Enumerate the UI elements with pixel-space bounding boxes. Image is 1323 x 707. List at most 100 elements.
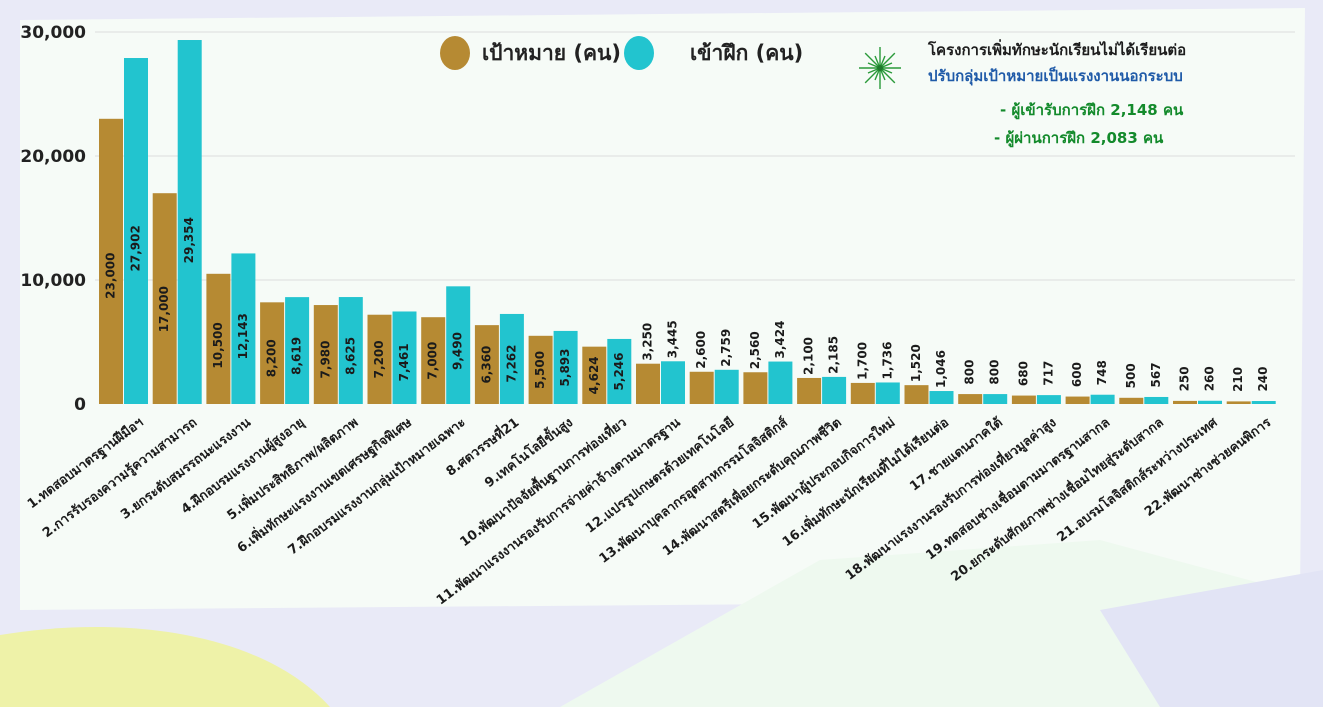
background-mint-shape [560,540,1323,707]
y-tick-label: 0 [74,395,86,415]
legend-target-swatch [440,36,470,70]
bar-value-label: 680 [1016,361,1030,386]
x-axis-labels: 1.ทดสอบมาตรฐานฝีมือฯ2.การรับรองความรู้คว… [24,412,1274,609]
bar-target [1065,396,1090,404]
bar-trained [1144,396,1169,404]
y-axis: 0 10,000 20,000 30,000 [20,23,86,415]
bar-value-label: 7,980 [318,340,332,378]
bar-target [260,302,285,404]
bar-trained [929,391,954,404]
bar-target [850,382,875,404]
background-white-panel [20,8,1305,610]
bar-target [958,394,983,404]
bar-value-label: 7,461 [397,343,411,381]
bar-value-label: 748 [1095,360,1109,385]
bar-value-label: 1,520 [909,344,923,382]
bar-value-label: 1,700 [855,342,869,380]
y-tick-label: 30,000 [20,23,86,43]
bar-value-label: 5,246 [612,352,626,390]
bar-trained [1198,400,1222,404]
bar-value-label: 4,624 [587,356,601,394]
bar-value-label: 3,250 [641,323,655,361]
bar-value-label: 717 [1041,361,1055,386]
bar-value-label: 250 [1178,366,1192,391]
bar-trained [768,361,793,404]
note-line-1: - ผู้เข้ารับการฝึก 2,148 คน [1000,101,1184,119]
bar-value-label: 10,500 [211,322,225,368]
bar-target [474,325,499,404]
bar-value-label: 17,000 [157,286,171,332]
bar-target [528,335,553,404]
bar-target [367,314,392,404]
bar-value-label: 2,759 [719,329,733,367]
legend-trained-label: เข้าฝึก (คน) [690,40,804,65]
bar-trained [1090,394,1115,404]
bar-value-label: 29,354 [182,217,196,263]
bar-trained [124,58,148,405]
bar-value-label: 567 [1149,362,1163,387]
bar-target [1173,400,1197,404]
bar-trained [714,369,739,404]
bar-value-label: 1,736 [880,341,894,379]
bar-value-label: 260 [1203,366,1217,391]
bar-value-label: 800 [988,360,1002,385]
bar-target [743,372,768,404]
bar-value-label: 27,902 [129,225,143,271]
bar-trained [875,382,900,404]
bar-value-label: 600 [1070,362,1084,387]
bar-value-label: 5,500 [533,351,547,389]
bar-value-label: 800 [963,360,977,385]
x-category-label: 17.ชายแดนภาคใต้ [906,414,1006,495]
legend-trained: เข้าฝึก (คน) [624,36,803,70]
bar-target [421,317,446,404]
x-category-label: 11.พัฒนาแรงงานรองรับการจ่ายค่าจ้างตามมาต… [433,414,684,609]
bar-trained [499,313,524,404]
bar-value-label: 6,360 [479,346,493,384]
bars: 23,000 27,902 17,000 29,354 10,500 12,143 8,20… [99,40,1276,405]
bar-trained [607,338,632,404]
bar-trained [661,361,685,404]
green-starburst-icon [859,47,901,89]
bar-value-label: 240 [1256,366,1270,391]
background-yellow-blob [0,626,330,707]
bar-trained [392,311,417,404]
bar-trained [1036,395,1061,404]
y-tick-label: 20,000 [20,147,86,167]
bar-value-label: 2,100 [802,337,816,375]
bar-target [206,273,231,404]
bar-trained [822,376,847,404]
bar-value-label: 7,262 [504,344,518,382]
bar-value-label: 2,560 [748,331,762,369]
bar-value-label: 23,000 [104,253,118,299]
bar-target [582,346,607,404]
note-title: โครงการเพิ่มทักษะนักเรียนไม่ได้เรียนต่อ [928,41,1187,59]
bar-value-label: 7,000 [426,342,440,380]
legend-trained-swatch [624,36,654,70]
bar-target [99,118,123,405]
gridlines [95,31,1295,281]
x-category-label: 13.พัฒนาบุคลากรอุตสาหกรรมโลจิสติกส์ [595,414,790,567]
bar-value-label: 2,600 [694,331,708,369]
note-line-2: - ผู้ผ่านการฝึก 2,083 คน [994,129,1164,147]
bar-trained [446,286,471,404]
bar-trained [553,330,578,404]
bar-value-label: 210 [1231,367,1245,392]
bar-target [797,377,822,404]
background-lavender-shape [1100,570,1323,707]
bar-trained [983,394,1008,404]
bar-target [1011,395,1036,404]
bar-value-label: 3,424 [773,321,787,359]
note-subtitle: ปรับกลุ่มเป้าหมายเป็นแรงงานนอกระบบ [928,67,1183,85]
bar-trained [285,297,310,404]
bar-value-label: 1,046 [934,350,948,388]
bar-value-label: 3,445 [666,320,680,358]
bar-target [636,363,660,404]
bar-target [904,385,929,404]
bar-target [1119,397,1144,404]
bar-trained [177,40,202,404]
x-category-label: 9.เทคโนโลยีขั้นสูง [480,412,576,491]
bar-value-label: 12,143 [236,313,250,359]
bar-target [1226,401,1251,404]
